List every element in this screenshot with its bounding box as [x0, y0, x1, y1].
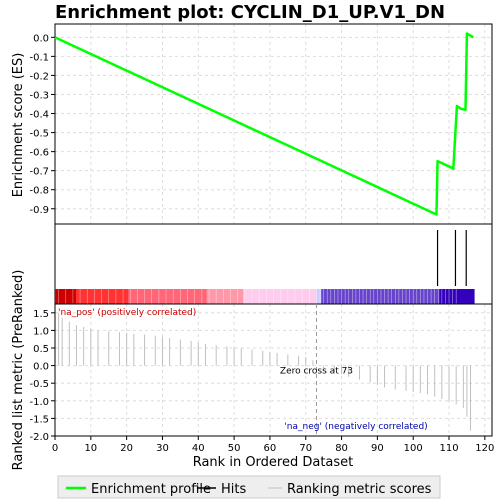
- x-tick-label: 60: [264, 443, 277, 454]
- x-tick-label: 120: [475, 443, 494, 454]
- bottom-y-tick-label: -1.0: [29, 397, 49, 408]
- colorbar-negative-segment: [439, 289, 475, 304]
- ranking-metric-bars: [58, 312, 472, 431]
- enrichment-profile-line: [54, 32, 475, 216]
- bottom-y-tick-label: 0.0: [33, 362, 49, 373]
- colorbar-positive-segment: [206, 289, 244, 304]
- top-y-tick-label: 0.0: [33, 33, 49, 44]
- x-tick-label: 20: [120, 443, 133, 454]
- x-tick-label: 50: [228, 443, 241, 454]
- top-y-tick-label: -0.5: [29, 129, 49, 140]
- colorbar-negative-segment: [321, 289, 440, 304]
- top-y-axis-label: Enrichment score (ES): [11, 53, 26, 198]
- negative-correlation-label: 'na_neg' (negatively correlated): [284, 422, 427, 432]
- legend-label: Enrichment profile: [91, 482, 211, 497]
- chart-title: Enrichment plot: CYCLIN_D1_UP.V1_DN: [55, 2, 445, 23]
- legend-label: Hits: [221, 482, 246, 497]
- bottom-y-tick-label: 0.5: [33, 344, 49, 355]
- colorbar-negative-segment: [316, 289, 322, 304]
- top-y-tick-label: -0.2: [29, 71, 49, 82]
- bottom-y-tick-label: -0.5: [29, 379, 49, 390]
- bottom-y-tick-label: -2.0: [29, 432, 49, 443]
- legend: Enrichment profile Hits Ranking metric sco…: [66, 482, 432, 497]
- bottom-y-axis-label: Ranked list metric (PreRanked): [11, 270, 26, 471]
- x-tick-label: 100: [404, 443, 423, 454]
- top-y-tick-label: -0.7: [29, 167, 49, 178]
- colorbar-positive-segment: [243, 289, 317, 304]
- x-tick-label: 0: [52, 443, 58, 454]
- colorbar-positive-segment: [128, 289, 208, 304]
- bottom-y-tick-label: -1.5: [29, 414, 49, 425]
- top-grid: [54, 24, 492, 224]
- hits-group: [436, 230, 467, 286]
- positive-correlation-label: 'na_pos' (positively correlated): [58, 308, 196, 318]
- x-tick-label: 40: [192, 443, 205, 454]
- legend-box: [57, 475, 441, 499]
- bottom-y-ticks: 1.5 1.0 0.5 0.0 -0.5 -1.0 -1.5 -2.0: [29, 309, 55, 443]
- top-y-ticks: 0.0 -0.1 -0.2 -0.3 -0.4 -0.5 -0.6 -0.7 -0.8 -0.9: [29, 33, 55, 216]
- enrichment-profile-group: [54, 32, 475, 216]
- x-tick-label: 70: [299, 443, 312, 454]
- top-y-tick-label: -0.6: [29, 148, 49, 159]
- x-tick-label: 30: [156, 443, 169, 454]
- bottom-y-tick-label: 1.5: [33, 309, 49, 320]
- top-y-tick-label: -0.8: [29, 186, 49, 197]
- x-tick-label: 10: [84, 443, 97, 454]
- x-tick-label: 90: [371, 443, 384, 454]
- top-y-tick-label: -0.9: [29, 205, 49, 216]
- x-axis: 0 10 20 30 40 50 60 70 80 90 100 110 120: [52, 436, 494, 454]
- x-tick-label: 110: [439, 443, 458, 454]
- top-y-tick-label: -0.4: [29, 110, 49, 121]
- x-tick-label: 80: [335, 443, 348, 454]
- legend-label: Ranking metric scores: [287, 482, 432, 497]
- bottom-panel-frame: [54, 303, 493, 437]
- colorbar-positive-segment: [75, 289, 129, 304]
- bottom-y-tick-label: 1.0: [33, 326, 49, 337]
- x-axis-label: Rank in Ordered Dataset: [193, 455, 354, 470]
- zero-cross-annotation: Zero cross at 73: [280, 367, 353, 377]
- top-y-tick-label: -0.1: [29, 52, 49, 63]
- top-y-tick-label: -0.3: [29, 90, 49, 101]
- ranking-colorbar: [55, 289, 475, 304]
